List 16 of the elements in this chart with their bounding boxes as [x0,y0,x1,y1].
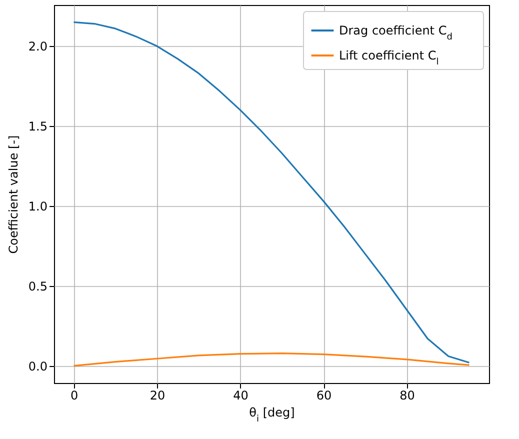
x-tick-label: 80 [400,388,415,402]
line-series [72,352,470,367]
legend-label: Drag coefficient C$_{d}$ [339,24,452,42]
x-tick-label: 40 [233,388,248,402]
line-series [72,21,470,364]
y-tick-label: 1.0 [28,199,48,214]
x-tick-label: 20 [150,388,166,402]
y-axis-title: Coefficient value [-] [6,135,20,254]
legend-label: Lift coefficient C$_{l}$ [339,48,439,68]
y-tick-label: 1.5 [28,120,48,134]
y-tick-label: 0.5 [28,279,48,294]
y-tick-label: 2.0 [28,40,48,54]
x-tick-label: 60 [316,388,332,402]
x-tick-label: 0 [70,388,78,402]
y-tick-label: 0.0 [28,359,48,374]
x-axis-title: θ$_{i}$ [deg] [249,406,295,424]
